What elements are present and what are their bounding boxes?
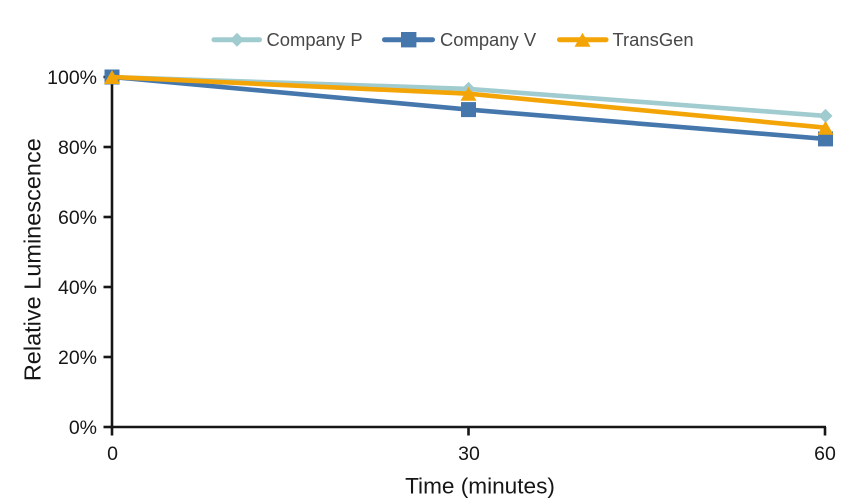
svg-text:TransGen: TransGen <box>613 29 694 50</box>
svg-text:80%: 80% <box>58 137 97 159</box>
svg-text:0%: 0% <box>69 417 97 439</box>
svg-text:Company V: Company V <box>440 29 537 50</box>
svg-text:20%: 20% <box>58 347 97 369</box>
svg-text:Relative Luminescence: Relative Luminescence <box>20 138 46 381</box>
svg-text:60%: 60% <box>58 207 97 229</box>
svg-text:100%: 100% <box>47 67 97 89</box>
svg-text:Time (minutes): Time (minutes) <box>405 474 555 499</box>
svg-text:40%: 40% <box>58 277 97 299</box>
svg-text:60: 60 <box>814 443 836 465</box>
svg-text:0: 0 <box>107 443 118 465</box>
svg-text:30: 30 <box>458 443 480 465</box>
svg-text:Company P: Company P <box>267 29 363 50</box>
